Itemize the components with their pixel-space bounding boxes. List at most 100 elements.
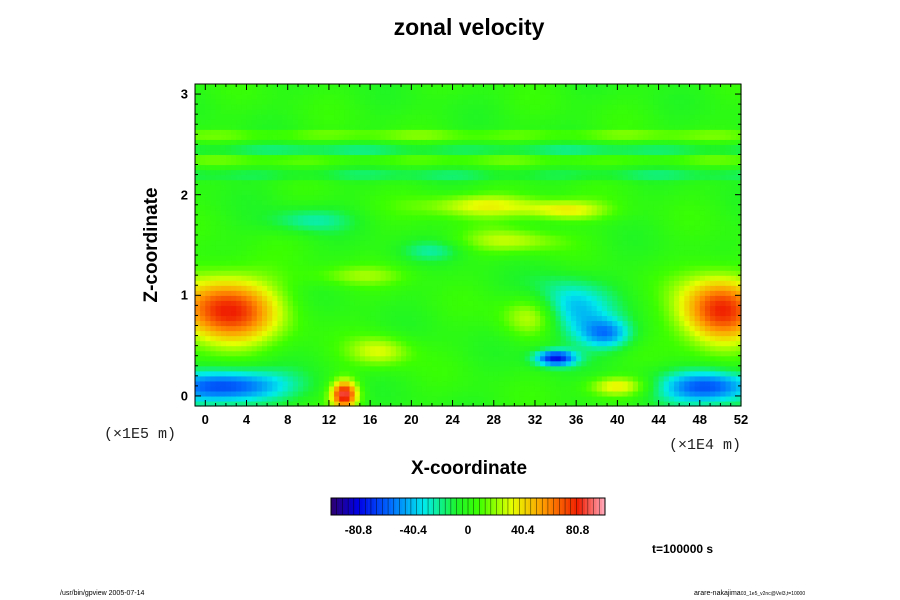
field-cell	[498, 224, 505, 231]
field-cell	[411, 275, 418, 281]
field-cell	[416, 174, 423, 181]
field-cell	[200, 260, 206, 266]
field-cell	[380, 129, 387, 135]
field-cell	[498, 214, 505, 221]
field-cell	[447, 144, 454, 151]
field-cell	[406, 174, 412, 181]
field-cell	[411, 119, 418, 125]
field-cell	[303, 325, 309, 332]
field-cell	[256, 300, 263, 306]
field-cell	[225, 104, 232, 110]
field-cell	[426, 280, 433, 286]
field-cell	[555, 139, 562, 145]
field-cell	[236, 385, 242, 392]
field-cell	[504, 395, 510, 402]
field-cell	[509, 104, 515, 110]
field-cell	[256, 169, 263, 176]
field-cell	[359, 94, 366, 100]
field-cell	[462, 174, 469, 181]
field-cell	[514, 214, 521, 221]
field-cell	[545, 129, 552, 135]
field-cell	[534, 194, 541, 201]
field-cell	[375, 275, 382, 281]
field-cell	[519, 229, 526, 236]
field-cell	[431, 385, 438, 392]
field-cell	[406, 300, 412, 306]
field-cell	[344, 255, 351, 261]
field-cell	[488, 360, 495, 367]
field-cell	[370, 99, 376, 105]
field-cell	[272, 320, 279, 327]
field-cell	[308, 380, 315, 387]
field-cell	[195, 275, 201, 281]
field-cell	[591, 400, 598, 407]
field-cell	[519, 400, 526, 407]
field-cell	[406, 119, 412, 125]
field-cell	[504, 174, 510, 181]
field-cell	[462, 335, 469, 342]
field-cell	[529, 305, 536, 312]
field-cell	[395, 360, 402, 367]
field-cell	[328, 94, 335, 100]
field-cell	[581, 255, 588, 261]
field-cell	[488, 179, 495, 186]
field-cell	[303, 265, 309, 271]
field-cell	[231, 219, 237, 226]
field-cell	[416, 84, 423, 90]
field-cell	[328, 164, 335, 171]
field-cell	[462, 189, 469, 196]
field-cell	[555, 350, 562, 357]
field-cell	[565, 119, 572, 125]
field-cell	[200, 325, 206, 332]
field-cell	[303, 275, 309, 281]
field-cell	[447, 99, 454, 105]
field-cell	[370, 395, 376, 402]
field-cell	[565, 109, 572, 115]
field-cell	[529, 315, 536, 322]
field-cell	[375, 260, 382, 266]
field-cell	[426, 159, 433, 166]
field-cell	[282, 290, 289, 296]
field-cell	[395, 214, 402, 221]
field-cell	[303, 395, 309, 402]
field-cell	[509, 380, 515, 387]
field-cell	[272, 84, 279, 90]
field-cell	[313, 84, 320, 90]
field-cell	[215, 255, 222, 261]
field-cell	[524, 184, 531, 191]
field-cell	[550, 365, 557, 372]
field-cell	[220, 94, 227, 100]
field-cell	[581, 154, 588, 161]
field-cell	[514, 229, 521, 236]
field-cell	[545, 400, 552, 407]
field-cell	[370, 114, 376, 120]
field-cell	[586, 375, 593, 382]
field-cell	[349, 99, 356, 105]
field-cell	[303, 290, 309, 296]
field-cell	[272, 400, 279, 407]
field-cell	[462, 340, 469, 347]
field-cell	[452, 134, 459, 140]
field-cell	[545, 199, 552, 206]
field-cell	[457, 250, 464, 256]
field-cell	[586, 174, 593, 181]
field-cell	[483, 300, 490, 306]
field-cell	[385, 350, 392, 357]
field-cell	[437, 179, 443, 186]
field-cell	[354, 390, 361, 397]
field-cell	[334, 280, 340, 286]
field-cell	[411, 149, 418, 156]
field-cell	[560, 214, 567, 221]
field-cell	[277, 345, 284, 352]
field-cell	[200, 375, 206, 382]
field-cell	[426, 119, 433, 125]
field-cell	[504, 184, 510, 191]
field-cell	[545, 270, 552, 276]
field-cell	[344, 395, 351, 402]
field-cell	[437, 219, 443, 226]
field-cell	[431, 325, 438, 332]
field-cell	[375, 94, 382, 100]
field-cell	[524, 229, 531, 236]
field-cell	[395, 94, 402, 100]
field-cell	[586, 385, 593, 392]
